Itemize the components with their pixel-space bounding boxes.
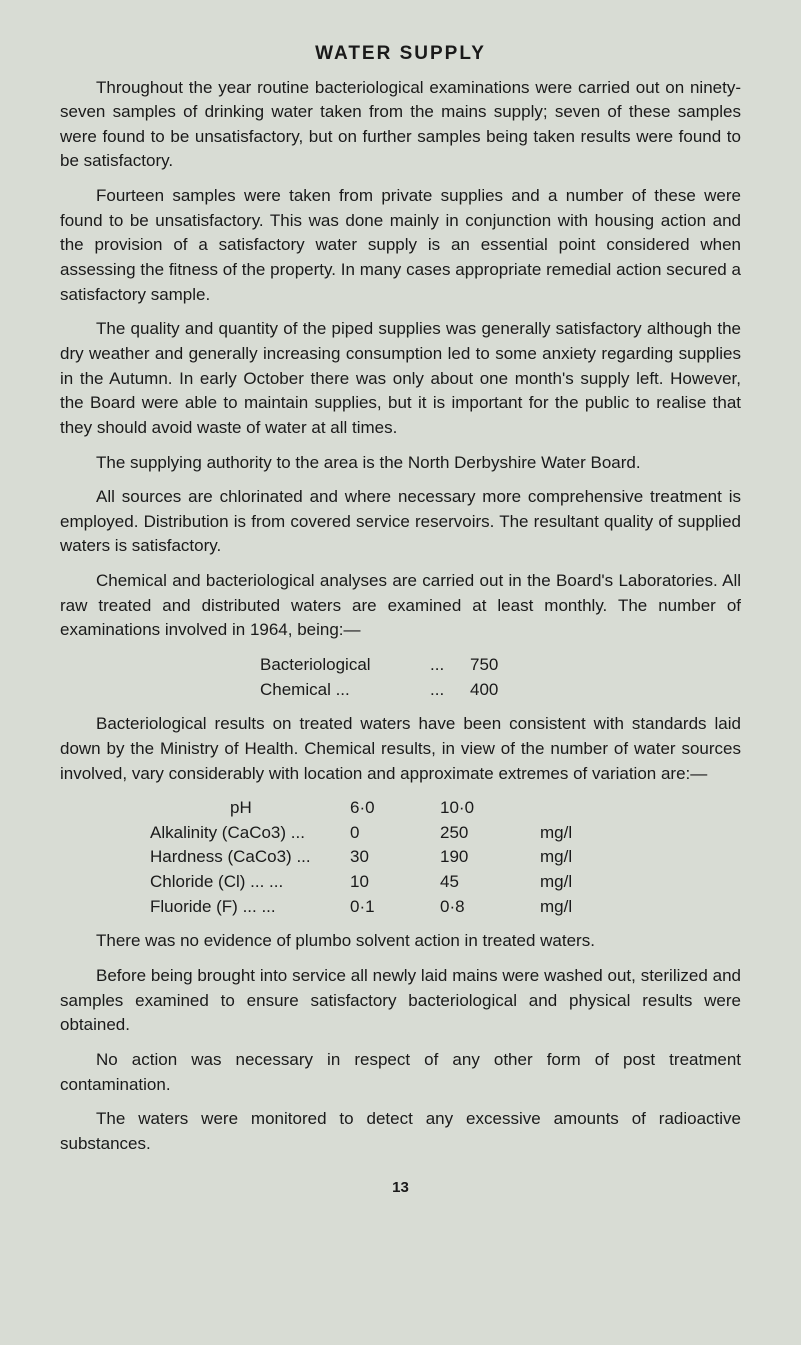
exam-row: Chemical ... ... 400 (260, 678, 741, 703)
paragraph: Chemical and bacteriological analyses ar… (60, 569, 741, 643)
row-label: Fluoride (F) ... ... (150, 895, 350, 920)
exam-dots: ... (430, 653, 470, 678)
row-col1: 0 (350, 821, 440, 846)
row-col1: 30 (350, 845, 440, 870)
row-col2: 45 (440, 870, 540, 895)
exam-label: Chemical ... (260, 678, 430, 703)
row-col2: 0·8 (440, 895, 540, 920)
document-page: WATER SUPPLY Throughout the year routine… (0, 0, 801, 1228)
page-number: 13 (60, 1177, 741, 1199)
row-col1: 10 (350, 870, 440, 895)
row-label: Chloride (Cl) ... ... (150, 870, 350, 895)
paragraph: All sources are chlorinated and where ne… (60, 485, 741, 559)
exam-value: 400 (470, 678, 530, 703)
exam-label: Bacteriological (260, 653, 430, 678)
paragraph: There was no evidence of plumbo solvent … (60, 929, 741, 954)
row-unit: mg/l (540, 845, 600, 870)
table-row: Alkalinity (CaCo3) ... 0 250 mg/l (150, 821, 741, 846)
table-row: Fluoride (F) ... ... 0·1 0·8 mg/l (150, 895, 741, 920)
row-unit: mg/l (540, 821, 600, 846)
row-unit: mg/l (540, 895, 600, 920)
row-col2: 10·0 (440, 796, 540, 821)
table-row: Hardness (CaCo3) ... 30 190 mg/l (150, 845, 741, 870)
table-row: Chloride (Cl) ... ... 10 45 mg/l (150, 870, 741, 895)
paragraph: Throughout the year routine bacteriologi… (60, 76, 741, 175)
row-label: Hardness (CaCo3) ... (150, 845, 350, 870)
page-title: WATER SUPPLY (60, 40, 741, 68)
paragraph: The waters were monitored to detect any … (60, 1107, 741, 1156)
paragraph: Bacteriological results on treated water… (60, 712, 741, 786)
row-label: pH (150, 796, 350, 821)
row-col1: 6·0 (350, 796, 440, 821)
paragraph: No action was necessary in respect of an… (60, 1048, 741, 1097)
row-label: Alkalinity (CaCo3) ... (150, 821, 350, 846)
paragraph: Before being brought into service all ne… (60, 964, 741, 1038)
exam-value: 750 (470, 653, 530, 678)
paragraph: The supplying authority to the area is t… (60, 451, 741, 476)
row-unit: mg/l (540, 870, 600, 895)
paragraph: Fourteen samples were taken from private… (60, 184, 741, 307)
row-col2: 190 (440, 845, 540, 870)
examinations-list: Bacteriological ... 750 Chemical ... ...… (260, 653, 741, 702)
row-col1: 0·1 (350, 895, 440, 920)
chemical-table: pH 6·0 10·0 Alkalinity (CaCo3) ... 0 250… (150, 796, 741, 919)
paragraph: The quality and quantity of the piped su… (60, 317, 741, 440)
row-unit (540, 796, 600, 821)
row-col2: 250 (440, 821, 540, 846)
table-row: pH 6·0 10·0 (150, 796, 741, 821)
exam-dots: ... (430, 678, 470, 703)
exam-row: Bacteriological ... 750 (260, 653, 741, 678)
